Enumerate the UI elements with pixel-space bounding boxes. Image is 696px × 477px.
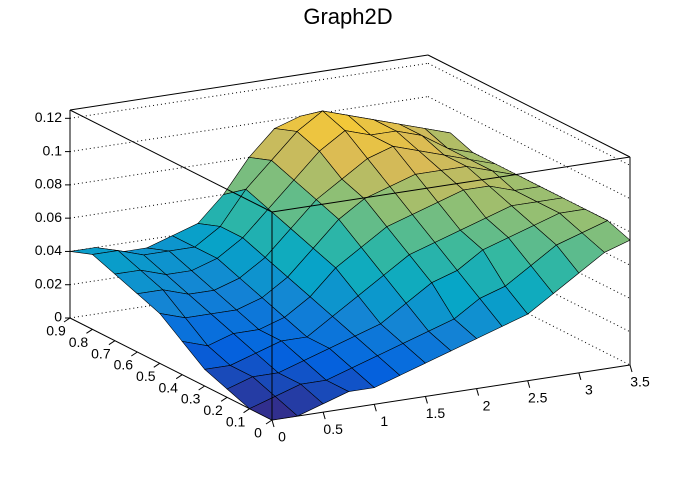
y-tick-label: 0.3: [181, 391, 201, 407]
box-edge: [69, 109, 273, 213]
z-tick-label: 0.12: [35, 109, 62, 125]
z-tick-label: 0.06: [35, 209, 62, 225]
z-tick-label: 0.04: [35, 242, 62, 258]
y-tick: [198, 385, 205, 391]
y-tick: [108, 340, 116, 346]
y-tick-label: 0.4: [158, 379, 178, 395]
y-tick-label: 0.2: [203, 402, 223, 418]
x-tick-label: 2.5: [528, 389, 548, 405]
y-tick-label: 0.9: [46, 323, 66, 339]
grid-line: [427, 195, 631, 299]
grid-line: [69, 96, 429, 153]
x-tick-label: 2: [483, 397, 491, 413]
y-tick: [243, 408, 250, 414]
grid-line: [69, 262, 429, 319]
x-tick: [373, 404, 377, 412]
x-tick-label: 1.5: [426, 405, 446, 421]
box-edge: [271, 156, 631, 213]
z-tick-label: 0.02: [35, 275, 62, 291]
x-tick-label: 0.5: [323, 421, 343, 437]
x-tick: [578, 372, 582, 380]
x-tick: [424, 396, 428, 404]
grid-line: [69, 162, 429, 219]
x-tick-label: 0: [278, 429, 286, 445]
x-tick: [527, 380, 531, 388]
y-tick: [86, 328, 93, 334]
x-tick: [629, 364, 633, 373]
z-tick-label: 0: [54, 309, 62, 325]
grid-line: [427, 262, 631, 366]
y-tick: [153, 362, 161, 368]
y-tick-label: 0.6: [114, 357, 134, 373]
y-tick-label: 0.7: [91, 345, 111, 361]
y-tick: [175, 374, 183, 380]
grid-line: [427, 96, 631, 200]
surface-cell: [248, 396, 299, 421]
chart-title: Graph2D: [303, 4, 392, 29]
box-edge: [427, 54, 631, 158]
y-tick: [220, 396, 228, 402]
box-edge: [69, 54, 429, 111]
grid-line: [427, 62, 631, 166]
y-axis: [69, 317, 273, 421]
y-tick-label: 0: [254, 425, 262, 441]
x-tick-label: 3: [585, 382, 593, 398]
grid-line: [69, 195, 429, 252]
y-tick-label: 0.1: [226, 413, 246, 429]
y-tick-label: 0.8: [69, 334, 89, 350]
grid-line: [69, 129, 429, 186]
grid-line: [427, 229, 631, 333]
x-tick: [322, 412, 326, 420]
z-tick-label: 0.1: [43, 142, 63, 158]
x-tick: [271, 419, 275, 428]
y-tick-label: 0.5: [136, 368, 156, 384]
z-tick-label: 0.08: [35, 176, 62, 192]
x-tick: [476, 388, 480, 396]
y-tick: [131, 351, 138, 357]
y-tick: [63, 317, 71, 323]
x-axis: [271, 364, 631, 421]
x-tick-label: 1: [380, 413, 388, 429]
y-tick: [265, 419, 273, 425]
x-tick-label: 3.5: [630, 374, 650, 390]
grid-line: [69, 62, 429, 119]
